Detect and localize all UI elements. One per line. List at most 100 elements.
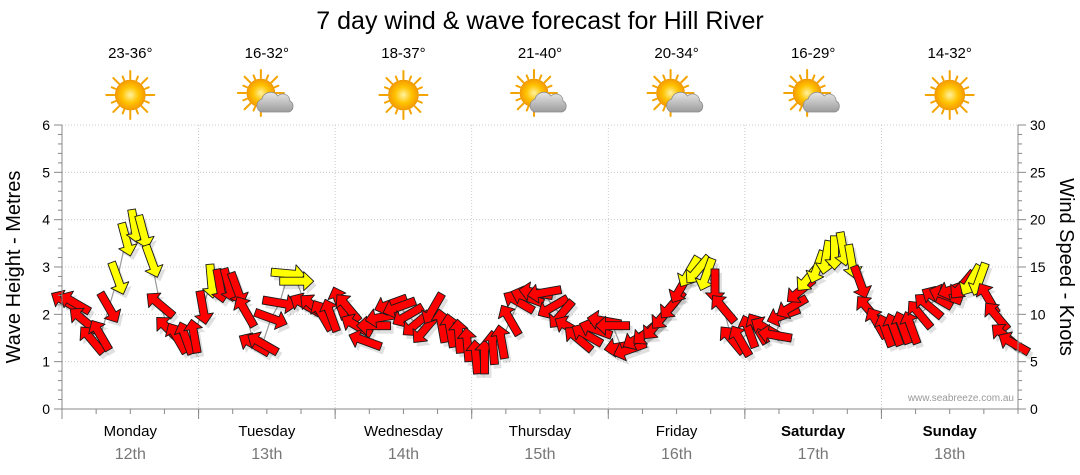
sun-ray [242,84,248,89]
right-tick-label: 5 [1030,354,1038,370]
sun-ray [960,105,968,113]
sun-ray [385,105,394,113]
wind-arrow [392,302,425,328]
wind-arrow [497,304,523,338]
sun-ray [680,75,688,84]
sunny-icon [378,70,429,120]
date-label: 14th [388,446,419,463]
sun-ray [941,108,945,115]
wind-arrow [382,296,417,319]
left-axis-ticks: 0 1 2 3 4 5 6 [42,117,62,417]
sun-ray [112,77,120,85]
sun-ray [931,77,940,85]
partly-cloudy-icon [236,69,294,117]
sun-disc [388,79,419,111]
sun-ray [538,74,543,81]
wind-arrow [421,291,446,324]
wind-arrow [711,295,738,325]
wind-arrow [88,319,113,353]
left-tick-label: 4 [42,212,50,228]
sun-disc [934,79,966,111]
partly-cloudy-icon [510,69,567,117]
sun-ray [546,84,553,89]
sun-ray [252,105,257,112]
right-axis-ticks: 0 5 10 15 20 25 30 [1018,117,1046,417]
sun-ray [930,100,936,104]
wind-arrow [279,271,315,292]
sun-ray [242,97,248,102]
sun-ray [385,77,394,85]
cloud-shape [529,91,567,113]
sun-ray [112,105,120,113]
wind-arrow [319,298,341,334]
sun-ray [515,97,522,102]
sun-ray [653,102,661,111]
temperature-label: 20-34° [654,45,698,62]
weather-row: 23-36° 16-32° 18-37° 21-40° 20-34° 16-29° 14-3… [105,45,975,120]
sun-ray [653,75,661,84]
sun-ray [789,75,798,84]
sun-ray [265,74,270,81]
left-tick-label: 5 [42,164,50,180]
sun-rays [105,70,156,120]
left-tick-label: 0 [42,401,50,417]
sun-ray [383,100,390,104]
cloud-shape [256,91,294,113]
sun-ray [383,86,390,90]
plot-area [51,124,1034,410]
sun-ray [110,86,117,90]
wind-arrow [96,290,122,323]
wind-arrow [728,325,754,359]
sun-ray [121,108,126,115]
sun-ray [135,75,139,82]
wind-arrow [850,264,872,299]
sun-ray [954,108,959,115]
wind-arrow [490,324,511,360]
left-tick-label: 2 [42,306,50,322]
sun-ray [110,100,117,104]
sun-ray [963,100,970,104]
right-axis-title: Wind Speed - Knots [1055,178,1077,356]
wind-arrow [899,311,922,346]
sun-ray [515,84,522,89]
right-tick-label: 30 [1030,117,1046,133]
day-label: Tuesday [238,423,295,440]
wind-arrow [107,260,130,295]
day-label: Friday [656,423,698,440]
wind-arrow [595,315,631,336]
sun-ray [963,86,970,90]
sun-ray [788,84,795,89]
sun-ray [243,75,252,84]
right-tick-label: 20 [1030,212,1046,228]
sun-ray [811,74,816,81]
sunny-icon [105,70,156,120]
sun-ray [135,108,139,115]
sun-ray [516,102,525,111]
sun-rays [924,70,975,120]
sun-ray [789,102,798,111]
left-tick-label: 1 [42,354,50,370]
sun-ray [662,74,666,81]
sun-ray [144,86,150,90]
wind-arrow [527,283,563,304]
sun-ray [140,77,149,85]
sun-ray [525,105,530,112]
sun-ray [930,86,936,90]
date-label: 18th [934,446,965,463]
temperature-label: 16-32° [245,45,289,62]
temperature-label: 21-40° [518,45,562,62]
cloud-shape [666,91,704,113]
x-axis-day-labels: Monday 12th Tuesday 13th Wednesday 14th Thursd… [61,409,1019,463]
watermark: www.seabreeze.com.au [907,393,1014,404]
sunny-icon [924,70,975,120]
date-label: 15th [524,446,555,463]
wind-arrow [998,331,1031,357]
date-label: 13th [251,446,282,463]
sun-ray [252,74,257,81]
wind-arrow [134,214,155,249]
sun-ray [954,75,959,82]
wind-arrow [183,318,203,354]
wind-arrow [757,324,793,344]
day-label: Sunday [923,423,978,440]
